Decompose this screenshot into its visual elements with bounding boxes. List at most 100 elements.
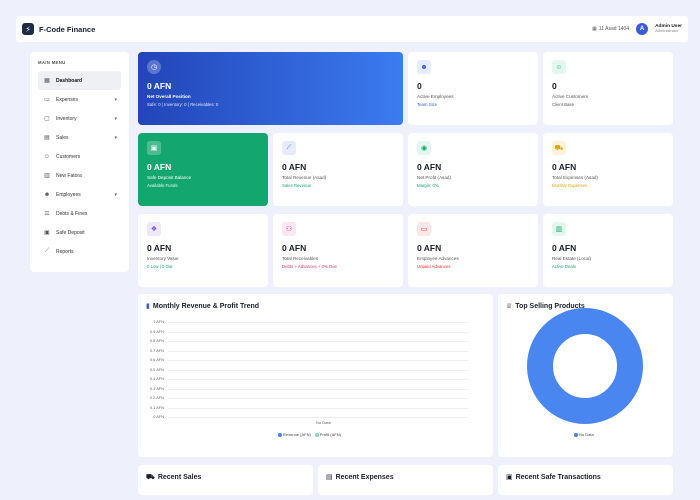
safe-icon: ▣	[147, 141, 161, 155]
sidebar-item-label: Debts & Fines	[56, 210, 88, 217]
real-estate-card: ▥ 0 AFN Real Estate (Local) Active Deals	[543, 214, 673, 287]
sidebar-item-employees[interactable]: ☻ Employees ▾	[38, 185, 121, 204]
card-value: 0 AFN	[417, 162, 442, 172]
y-tick-label: 0.6 AFN	[149, 357, 164, 362]
card-value: 0 AFN	[552, 243, 577, 253]
card-value: 0	[552, 81, 557, 91]
legend-swatch	[278, 432, 282, 437]
panel-title: ⛟ Recent Sales	[146, 473, 201, 482]
user-info[interactable]: Admin User Administrator	[655, 24, 682, 35]
grid-icon: ▦	[44, 78, 50, 84]
sidebar-item-dashboard[interactable]: ▦ Dashboard	[38, 71, 121, 90]
chart-legend: Revenue (AFN) Profit (AFN)	[278, 432, 341, 437]
sidebar-item-label: Dashboard	[56, 77, 83, 84]
card-value: 0 AFN	[147, 162, 172, 172]
safe-icon: ▣	[44, 230, 50, 236]
calendar-icon: ▦	[592, 26, 597, 32]
legend-label: No Data	[579, 432, 594, 437]
date-display: ▦ 11 Asad 1404	[592, 26, 629, 32]
card-label: Total Expenses (Asad)	[552, 175, 598, 180]
cart-icon: ⛟	[146, 474, 155, 481]
sidebar-item-label: Inventory	[56, 115, 77, 122]
sidebar-item-inventory[interactable]: ▢ Inventory ▾	[38, 109, 121, 128]
y-tick-label: 0.1 AFN	[149, 404, 164, 410]
user-name: Admin User	[655, 23, 682, 29]
advances-card: ▭ 0 AFN Employee Advances Unpaid Advance…	[408, 214, 538, 287]
sidebar-item-label: Reports	[56, 248, 74, 255]
legend-item-profit[interactable]: Profit (AFN)	[314, 432, 341, 437]
profit-card: ◉ 0 AFN Net Profit (Asad) Margin: 0%	[408, 133, 538, 206]
invoice-icon: ▥	[44, 173, 50, 179]
sidebar-item-customers[interactable]: ☺ Customers	[38, 147, 121, 166]
panel-title-text: Recent Safe Transactions	[515, 473, 601, 481]
panel-title-text: Monthly Revenue & Profit Trend	[152, 302, 260, 310]
card-label: Active Employees	[417, 94, 454, 99]
grid-line	[168, 350, 468, 352]
card-label: Inventory Value	[147, 256, 179, 261]
panel-title-text: Recent Sales	[157, 474, 202, 481]
sidebar-item-debts[interactable]: ⚖ Debts & Fines	[38, 204, 121, 223]
user-add-icon: ☺	[552, 60, 566, 74]
chevron-down-icon: ▾	[114, 96, 117, 103]
grid-line	[168, 388, 468, 390]
card-sub: Debts + Advances + 0% Due	[282, 264, 337, 269]
expenses-card: ⛟ 0 AFN Total Expenses (Asad) Monthly Ex…	[543, 133, 673, 206]
grid-line	[168, 407, 468, 409]
card-value: 0	[417, 81, 422, 91]
card-label: Total Receivables	[282, 256, 319, 261]
receivables-card: ⚇ 0 AFN Total Receivables Debts + Advanc…	[273, 214, 403, 287]
card-label: Employee Advances	[417, 256, 459, 261]
receipt-icon: ▤	[44, 135, 50, 141]
boxes-icon: ❖	[147, 222, 161, 236]
piggy-bank-icon: ◉	[417, 141, 431, 155]
sidebar: MAIN MENU ▦ Dashboard ▭ Expenses ▾ ▢ Inv…	[30, 52, 129, 272]
wallet-icon: ▭	[44, 97, 50, 103]
panel-title: ▮ Monthly Revenue & Profit Trend	[146, 302, 260, 311]
scale-icon: ⚖	[44, 211, 50, 217]
sidebar-item-label: Safe Deposit	[56, 229, 85, 236]
donut-ring	[527, 308, 643, 424]
sidebar-item-expenses[interactable]: ▭ Expenses ▾	[38, 90, 121, 109]
legend-item-no-data[interactable]: No Data	[574, 432, 594, 437]
revenue-trend-panel: ▮ Monthly Revenue & Profit Trend 1 AFN 0…	[138, 294, 493, 457]
header-right: ▦ 11 Asad 1404 A Admin User Administrato…	[592, 23, 682, 35]
donut-chart	[527, 308, 643, 424]
card-sub: Margin: 0%	[417, 183, 439, 188]
app-title: F-Code Finance	[39, 24, 96, 34]
sidebar-item-new-fatora[interactable]: ▥ New Fatora	[38, 166, 121, 185]
card-label: Net Profit (Asad)	[417, 175, 451, 180]
panel-title: ▤ Recent Expenses	[326, 473, 394, 482]
sidebar-item-reports[interactable]: ⟋ Reports	[38, 242, 121, 261]
sidebar-item-label: Customers	[56, 153, 81, 160]
chevron-down-icon: ▾	[114, 115, 117, 122]
net-position-card: ◷ 0 AFN Net Overall Position Safe: 0 | I…	[138, 52, 403, 125]
employees-card: ☻ 0 Active Employees Team Size	[408, 52, 538, 125]
card-label: Real Estate (Local)	[552, 256, 592, 261]
card-sub: Active Deals	[552, 264, 576, 269]
legend-item-revenue[interactable]: Revenue (AFN)	[278, 432, 311, 437]
card-sub: Safe: 0 | Inventory: 0 | Receivables: 0	[147, 102, 219, 107]
recent-expenses-panel: ▤ Recent Expenses	[318, 465, 493, 495]
chart-icon: ⟋	[44, 248, 50, 254]
y-tick-label: 0.4 AFN	[149, 376, 164, 381]
card-sub: Sales Revenue	[282, 183, 312, 188]
briefcase-icon: ▭	[417, 222, 431, 236]
y-tick-label: 0.8 AFN	[149, 338, 164, 343]
card-label: Net Overall Position	[147, 94, 191, 99]
bar-chart-icon: ▮	[146, 303, 150, 310]
card-sub: 0 Low | 0 Out	[147, 264, 173, 269]
top-bar: ⚡ F-Code Finance ▦ 11 Asad 1404 A Admin …	[16, 16, 688, 42]
lightning-icon: ⚡	[22, 23, 34, 35]
y-tick-label: 0.5 AFN	[149, 366, 164, 372]
card-sub: Team Size	[417, 102, 438, 107]
card-label: Safe Deposit Balance	[147, 175, 192, 180]
card-value: 0 AFN	[282, 162, 307, 172]
clock-icon: ◷	[147, 60, 161, 74]
team-icon: ☻	[417, 60, 431, 74]
receipt-icon: ▤	[326, 474, 333, 481]
grid-line	[168, 341, 468, 342]
legend-swatch	[574, 432, 578, 437]
avatar[interactable]: A	[636, 23, 649, 35]
sidebar-item-safe-deposit[interactable]: ▣ Safe Deposit	[38, 223, 121, 242]
sidebar-item-sales[interactable]: ▤ Sales ▾	[38, 128, 121, 147]
